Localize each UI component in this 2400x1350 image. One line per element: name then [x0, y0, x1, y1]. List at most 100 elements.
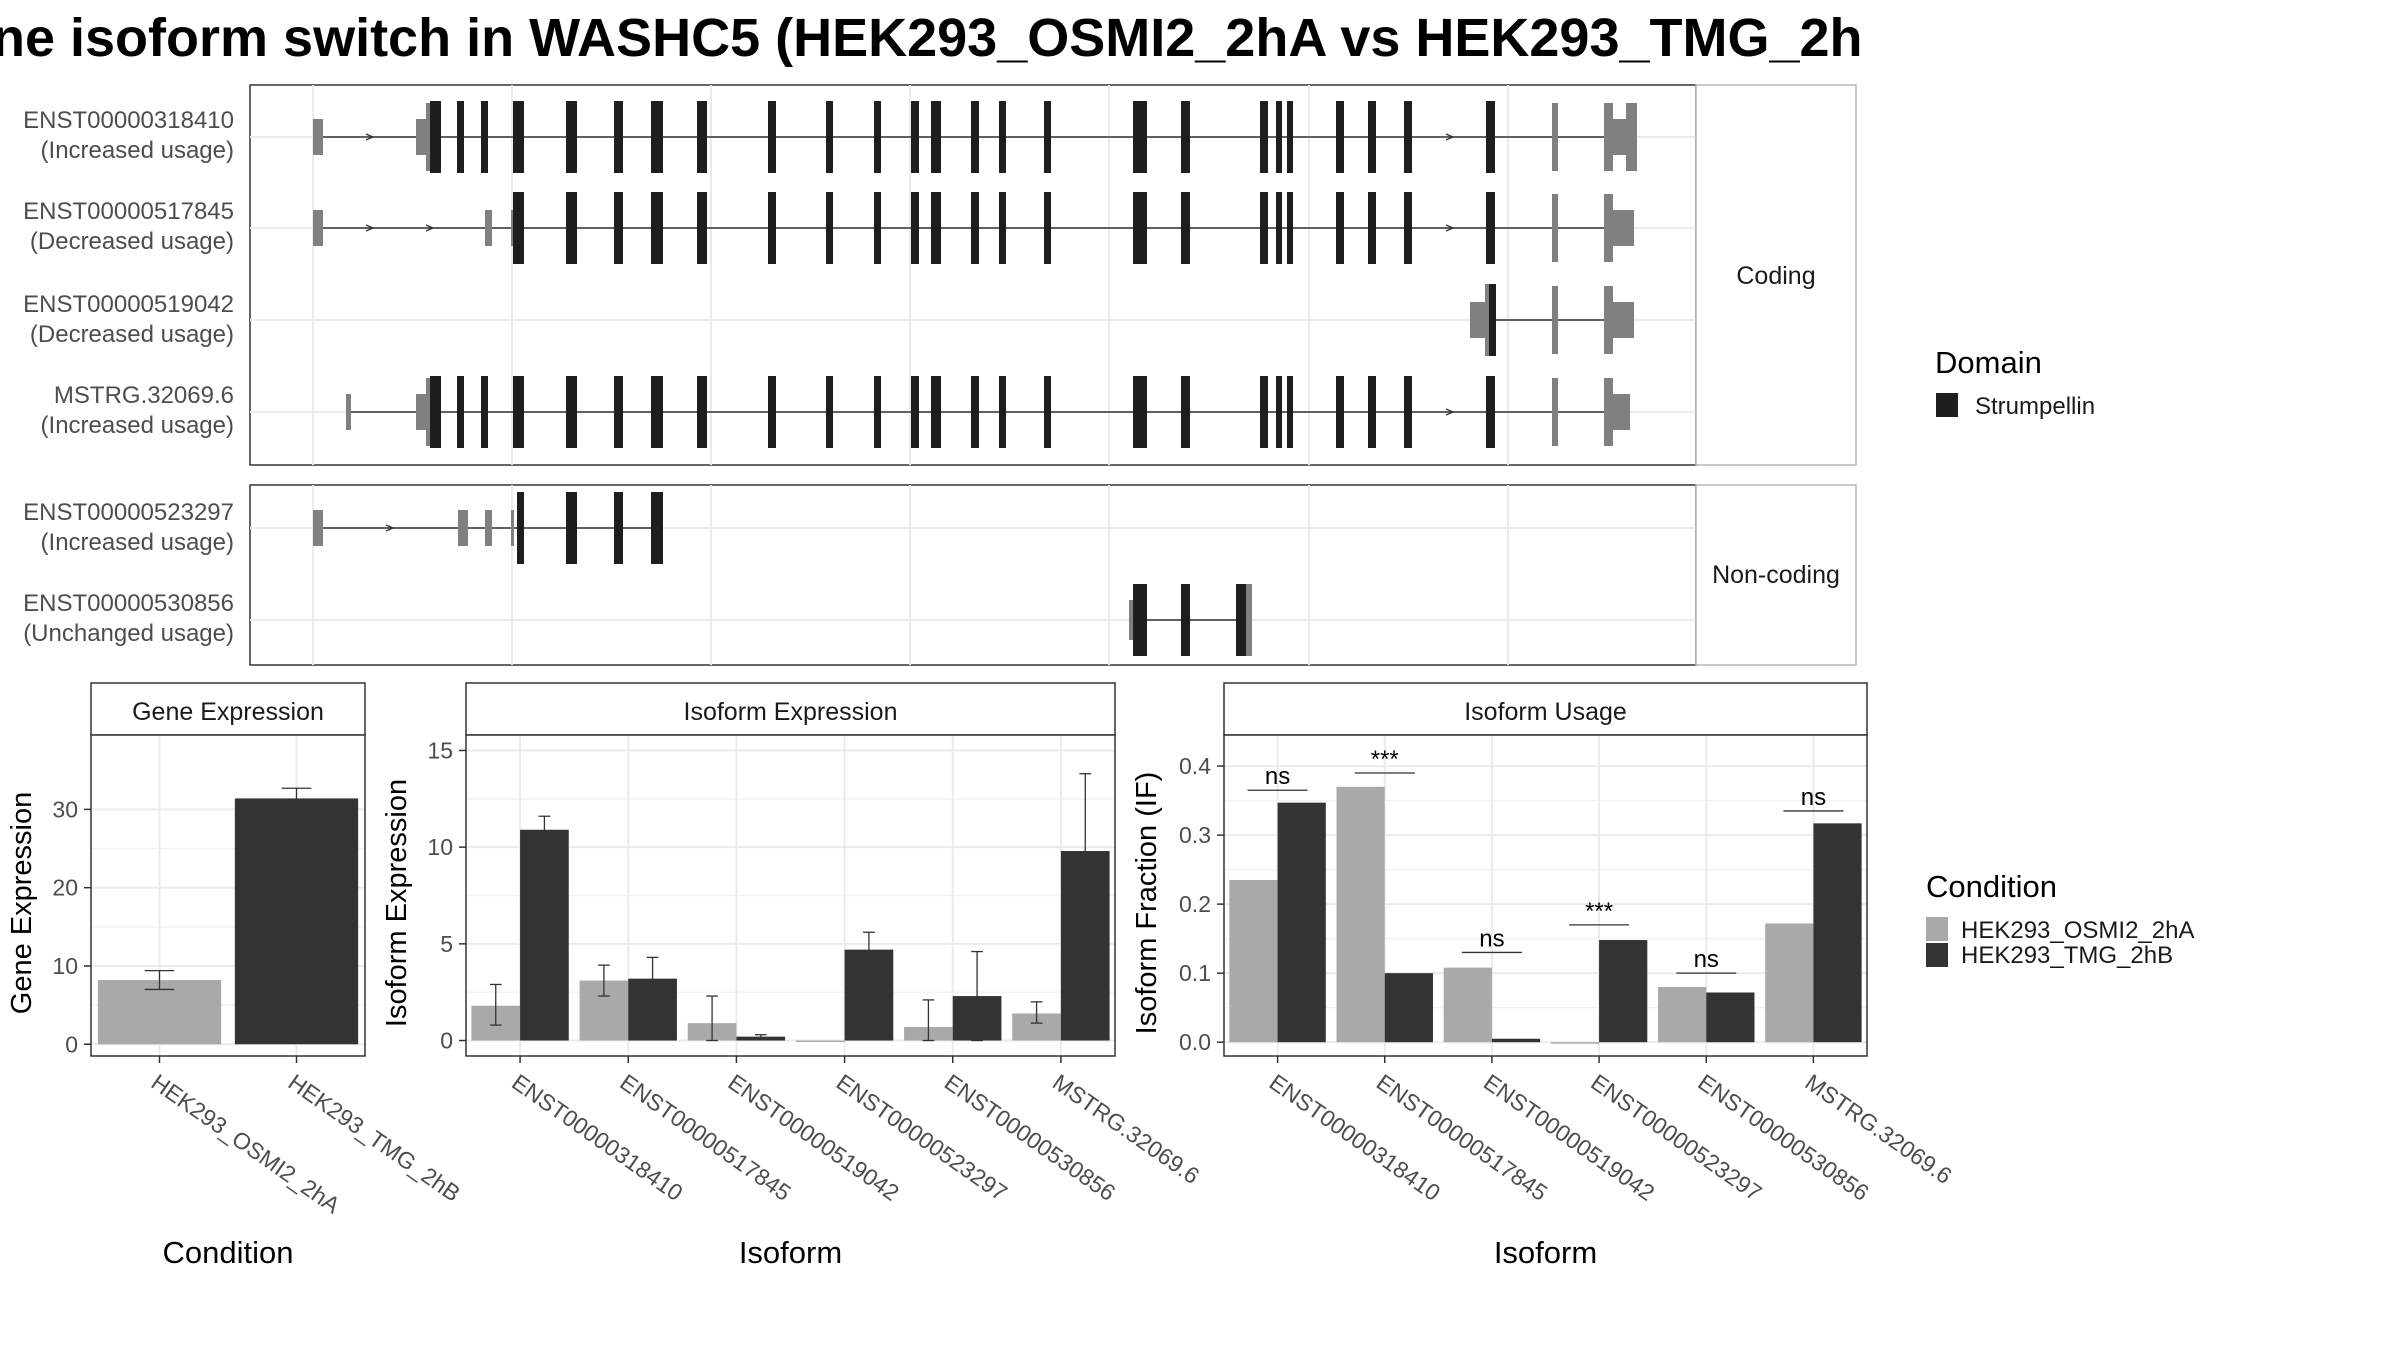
domain-exon [768, 101, 776, 173]
isoform-usage-bar-enst00000523297-0 [1550, 1042, 1600, 1044]
transcript-usage-label: (Increased usage) [41, 529, 234, 556]
domain-exon [971, 192, 979, 264]
isoform-expression-bar-enst00000523297-0 [795, 1040, 845, 1043]
gene-expression-y-tick-label: 10 [52, 953, 78, 979]
isoform-usage-significance-label: ns [1801, 784, 1826, 811]
isoform-usage-significance-label: ns [1479, 925, 1504, 952]
domain-exon [1336, 101, 1344, 173]
transcript-usage-label: (Increased usage) [41, 137, 234, 164]
domain-exon [513, 101, 524, 173]
gene-expression-border [90, 734, 366, 1057]
isoform-usage-y-tick-label: 0.0 [1179, 1029, 1211, 1055]
strand-arrow [1445, 133, 1455, 141]
isoform-usage-y-tick-label: 0.2 [1179, 891, 1211, 917]
condition-legend-title: Condition [1926, 869, 2057, 904]
utr-block [1604, 286, 1613, 354]
domain-exon [1260, 101, 1268, 173]
isoform-expression-y-tick-label: 0 [440, 1028, 453, 1054]
domain-exon [971, 101, 979, 173]
isoform-usage-significance-label: ns [1694, 946, 1719, 973]
isoform-usage-bar-enst00000523297-1 [1599, 940, 1648, 1043]
domain-exon [1404, 101, 1412, 173]
isoform-expression-bar-enst00000318410-1 [520, 829, 569, 1041]
isoform-expression-strip [465, 682, 1116, 736]
domain-exon [1404, 376, 1412, 448]
transcript-structure-panel: ENST00000318410 (Increased usage) ENST0000… [23, 84, 1697, 666]
domain-exon [911, 376, 919, 448]
transcript-id-label: ENST00000318410 [23, 107, 234, 134]
utr-block [485, 210, 492, 246]
isoform-usage-x-tick-label: ENST00000517845 [1372, 1069, 1552, 1206]
domain-exon [1133, 376, 1147, 448]
utr-block [416, 119, 426, 155]
utr-block [1552, 194, 1558, 262]
domain-exon [768, 376, 776, 448]
condition-legend-key-tmg [1926, 943, 1948, 967]
domain-exon [1336, 376, 1344, 448]
domain-exon [430, 101, 441, 173]
domain-exon [1133, 192, 1147, 264]
transcript-usage-label: (Decreased usage) [30, 228, 234, 255]
utr-block [485, 510, 492, 546]
transcript-usage-label: (Unchanged usage) [23, 620, 234, 647]
domain-exon [1489, 284, 1496, 356]
domain-exon [651, 101, 663, 173]
domain-exon [874, 101, 881, 173]
domain-exon [931, 376, 941, 448]
utr-block [1604, 378, 1613, 446]
domain-exon [826, 192, 833, 264]
domain-exon [1368, 192, 1376, 264]
isoform-usage-y-axis-label: Isoform Fraction (IF) [1131, 772, 1163, 1035]
strand-arrow [1445, 408, 1455, 416]
domain-exon [1287, 376, 1293, 448]
domain-exon [697, 101, 707, 173]
gene-expression-y-tick-label: 30 [52, 796, 78, 822]
domain-exon [651, 492, 663, 564]
domain-exon [1181, 101, 1190, 173]
domain-exon [1368, 101, 1376, 173]
isoform-usage-bar-mstrg-32069-6-1 [1813, 823, 1862, 1043]
domain-exon [999, 101, 1006, 173]
domain-exon [1276, 192, 1282, 264]
domain-exon [481, 101, 488, 173]
isoform-usage-significance-label: ns [1265, 763, 1290, 790]
isoform-expression-y-tick-label: 5 [440, 931, 453, 957]
utr-block [1613, 119, 1634, 155]
domain-exon [513, 192, 524, 264]
domain-exon [614, 492, 623, 564]
utr-block [1470, 302, 1485, 338]
utr-block [313, 119, 323, 155]
utr-block [313, 510, 323, 546]
utr-block [1129, 600, 1133, 640]
strand-arrow [1445, 224, 1455, 232]
transcript-usage-label: (Decreased usage) [30, 321, 234, 348]
domain-legend-label: Strumpellin [1975, 393, 2095, 420]
domain-exon [430, 376, 441, 448]
isoform-expression-y-tick-label: 10 [427, 834, 453, 860]
utr-block [346, 394, 351, 430]
utr-block [416, 394, 426, 430]
domain-exon [1276, 376, 1282, 448]
isoform-usage-bar-mstrg-32069-6-0 [1765, 923, 1814, 1043]
gene-expression-y-tick-label: 20 [52, 875, 78, 901]
domain-exon [651, 192, 663, 264]
domain-exon [614, 101, 623, 173]
isoform-usage-bar-enst00000519042-1 [1491, 1038, 1541, 1043]
isoform-expression-title: Isoform Expression [684, 698, 898, 726]
isoform-usage-bar-enst00000318410-1 [1277, 802, 1326, 1043]
strand-arrow [425, 224, 435, 232]
domain-exon [1486, 101, 1495, 173]
domain-exon [566, 492, 577, 564]
utr-block [511, 210, 514, 246]
utr-block [1613, 394, 1630, 430]
gene-expression-strip [90, 682, 366, 736]
domain-exon [1044, 192, 1051, 264]
domain-exon [1133, 101, 1147, 173]
domain-exon [911, 101, 919, 173]
transcript-usage-label: (Increased usage) [41, 412, 234, 439]
domain-exon [971, 376, 979, 448]
domain-exon [1404, 192, 1412, 264]
domain-legend-title: Domain [1935, 345, 2042, 380]
condition-legend-key-osmi [1926, 917, 1948, 941]
